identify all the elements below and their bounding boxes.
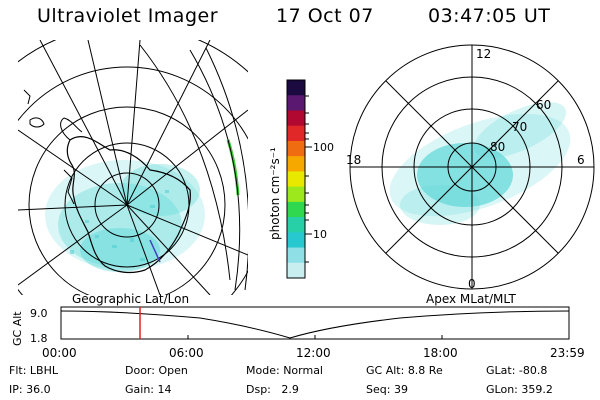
mlat-label-70: 70 [512,120,527,134]
status-glat: GLat: -80.8 [486,364,547,377]
colorbar-tick-10: 10 [313,228,327,241]
colorbar-segment [287,186,305,203]
colorbar-segment [287,171,305,188]
gc-alt-value: 8.8 Re [407,364,443,377]
mlt-label-bottom: 0 [468,277,476,291]
door-value: Open [158,364,188,377]
colorbar-segment [287,156,305,172]
timeline-xtick-0: 00:00 [42,346,77,360]
colorbar-segment [287,140,305,157]
status-glon: GLon: 359.2 [486,383,553,396]
timeline-xtick-4: 23:59 [550,346,585,360]
coastline [66,136,191,274]
aurora-emission-apex [389,102,571,225]
glon-label: GLon: [486,383,518,396]
colorbar-segment [287,217,305,233]
ip-label: IP: [9,383,23,396]
colorbar-segment [287,201,305,218]
status-filter: Flt: LBHL [9,364,58,377]
mlt-label-top: 12 [476,47,491,61]
colorbar-segment [287,80,305,96]
aurora-emission-geo [45,160,205,272]
mlat-label-80: 80 [490,140,505,154]
colorbar-unit-label: photon cm⁻²s⁻¹ [268,147,282,240]
filter-label: Flt: [9,364,27,377]
limb-emission [226,139,240,196]
glon-value: 359.2 [521,383,553,396]
mlt-label-right: 6 [577,153,585,167]
mlt-label-left: 18 [346,153,361,167]
glat-value: -80.8 [518,364,548,377]
glat-label: GLat: [486,364,516,377]
gain-value: 14 [157,383,172,396]
timeline-xtick-2: 12:00 [296,346,331,360]
seq-value: 39 [393,383,408,396]
mode-value: Normal [283,364,323,377]
geographic-caption: Geographic Lat/Lon [72,292,190,306]
status-dsp: Dsp: 2.9 [246,383,299,396]
door-label: Door: [125,364,155,377]
status-gc-alt: GC Alt: 8.8 Re [366,364,443,377]
colorbar-tick-100: 100 [313,141,334,154]
colorbar-segment [287,262,305,279]
seq-label: Seq: [366,383,391,396]
app-title: Ultraviolet Imager [37,5,219,27]
dsp-label: Dsp: [246,383,271,396]
altitude-curve [60,310,570,339]
colorbar-segment [287,232,305,249]
filter-value: LBHL [29,364,58,377]
timeline-xtick-1: 06:00 [169,346,204,360]
timeline-ytick-top: 9.0 [30,307,48,320]
dsp-value: 2.9 [281,383,299,396]
gain-label: Gain: [125,383,154,396]
timeline-ytick-bottom: 1.8 [30,332,48,345]
colorbar-segment [287,247,305,264]
status-gain: Gain: 14 [125,383,172,396]
observation-date: 17 Oct 07 [276,5,374,27]
colorbar-segment [287,95,305,111]
ip-value: 36.0 [26,383,51,396]
status-mode: Mode: Normal [246,364,323,377]
gc-alt-label: GC Alt: [366,364,405,377]
status-door: Door: Open [125,364,188,377]
timeline-axis-label: GC Alt [11,311,24,346]
timeline-xtick-3: 18:00 [423,346,458,360]
status-seq: Seq: 39 [366,383,408,396]
colorbar-segment [287,110,305,127]
mode-label: Mode: [246,364,280,377]
status-ip: IP: 36.0 [9,383,51,396]
observation-time: 03:47:05 UT [428,5,551,27]
colorbar-segment [287,125,305,142]
apex-caption: Apex MLat/MLT [426,292,516,306]
mlat-label-60: 60 [536,98,551,112]
